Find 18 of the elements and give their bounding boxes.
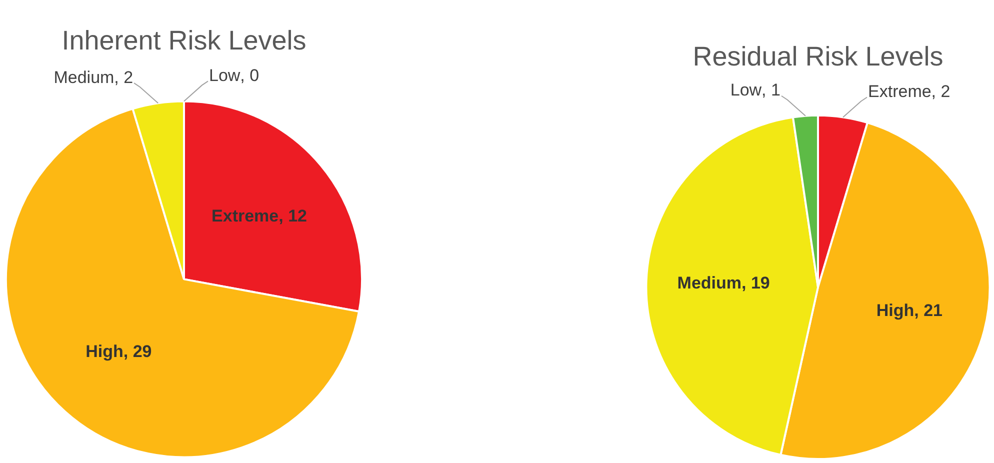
chart-title: Inherent Risk Levels [62,26,306,56]
data-label: , 1 [762,80,780,100]
text: , 0 [240,66,260,85]
category-label: Low [209,66,240,85]
slice-label: Medium [54,68,114,87]
data-label: , 19 [742,273,770,292]
data-label: , 21 [914,300,942,320]
chart-title: Residual Risk Levels [692,42,944,72]
slice-label: Extreme [868,82,932,101]
data-label: , 12 [278,206,307,226]
data-label: , 2 [114,68,134,87]
slice-label: High [86,342,124,361]
slice-label: Low [730,80,762,100]
slice-label: Medium [677,273,742,292]
slice-label: High [876,300,914,320]
slice-label: Extreme [212,206,279,226]
data-label: , 29 [123,342,152,361]
data-label: , 2 [931,82,950,101]
